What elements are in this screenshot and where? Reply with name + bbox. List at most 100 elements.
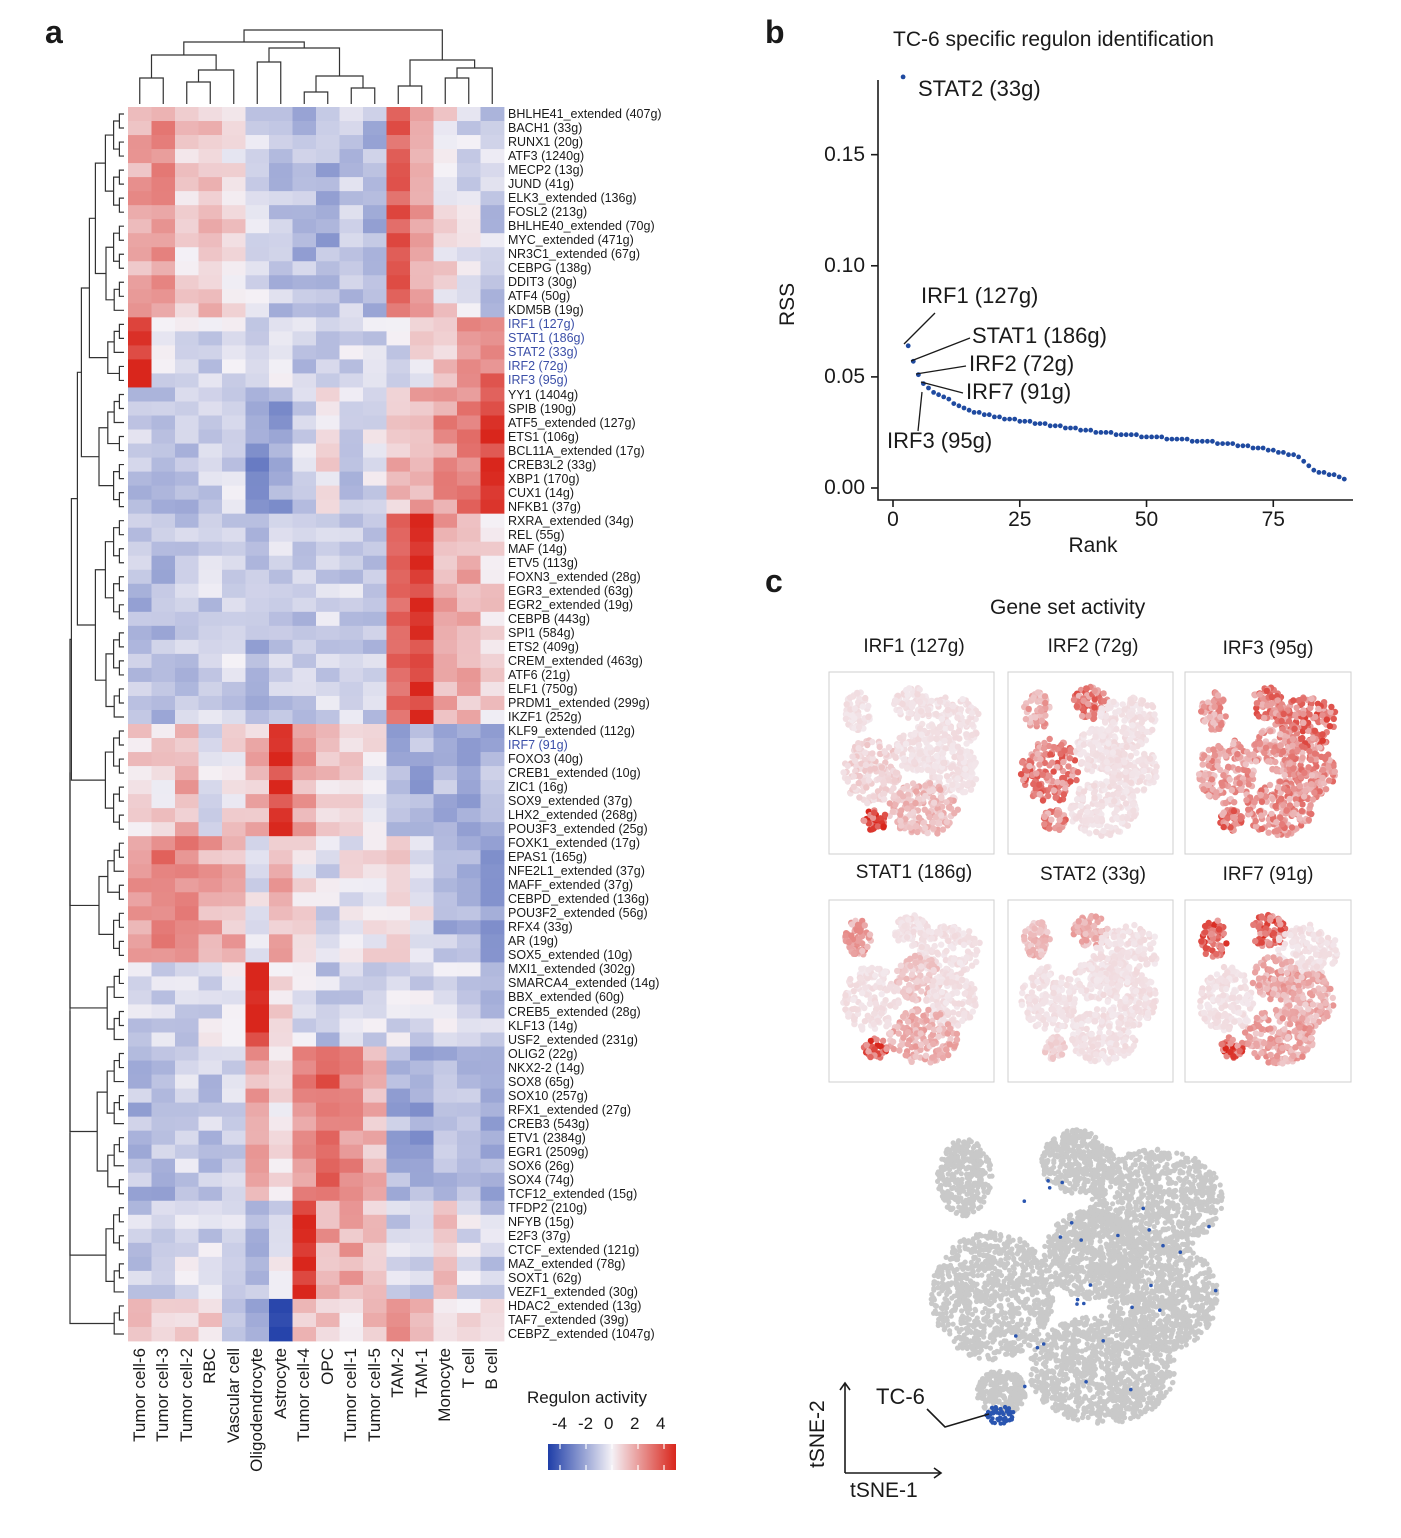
- heatmap-cell: [222, 107, 246, 122]
- tsne-cell-point: [1070, 696, 1078, 703]
- tsne-cell-point: [857, 1023, 865, 1030]
- tsne-cell-point: [911, 731, 918, 738]
- heatmap-cell: [292, 121, 317, 136]
- tsne-cell-point: [944, 719, 952, 726]
- tsne-cell-point: [1312, 713, 1319, 721]
- heatmap-cell: [292, 177, 317, 192]
- tsne-cell-point: [966, 1014, 974, 1021]
- tsne-cell-point: [1099, 733, 1107, 740]
- heatmap-cell: [480, 135, 505, 150]
- tsne-cell-point: [882, 997, 889, 1004]
- heatmap-cell: [175, 121, 199, 136]
- tsne-cell-point: [909, 995, 916, 1003]
- heatmap-cell: [151, 163, 176, 178]
- tsne-cell-point: [933, 752, 940, 760]
- tsne-cell-point: [940, 759, 947, 767]
- tsne-cell-point: [955, 1000, 962, 1007]
- tsne-cell-point: [1110, 719, 1117, 726]
- tsne-cell-point: [963, 954, 970, 961]
- tsne-cell-point: [864, 943, 871, 950]
- tsne-cell-point: [1042, 699, 1049, 707]
- heatmap-cell: [269, 135, 293, 150]
- tsne-cell-point: [956, 959, 964, 966]
- tsne-cell-point: [903, 934, 911, 941]
- tsne-cell-point: [1123, 743, 1130, 750]
- tsne-cell-point: [941, 731, 949, 738]
- tsne-cell-point: [953, 989, 961, 996]
- panel-letter-c: c: [765, 563, 783, 599]
- tsne-cell-point: [916, 698, 924, 706]
- tsne-cell-point: [1323, 716, 1331, 723]
- tsne-cell-point: [1122, 768, 1129, 776]
- tsne-cell-point: [1074, 769, 1082, 776]
- tsne-cell-point: [874, 965, 881, 973]
- tsne-cell-point: [1296, 782, 1304, 790]
- tsne-cell-point: [874, 823, 882, 830]
- tsne-cell-point: [880, 823, 887, 830]
- tsne-cell-point: [844, 778, 851, 785]
- tsne-cell-point: [845, 1010, 853, 1017]
- tsne-cell-point: [1083, 808, 1091, 816]
- tsne-cell-point: [1048, 816, 1055, 823]
- tsne-cell-point: [1111, 797, 1118, 805]
- tsne-cell-point: [938, 794, 945, 801]
- tsne-cell-point: [884, 1018, 891, 1026]
- tsne-cell-point: [1093, 828, 1100, 836]
- tsne-cell-point: [1085, 700, 1092, 708]
- heatmap-cell: [198, 149, 223, 164]
- tsne-cell-point: [1113, 814, 1120, 822]
- tsne-cell-point: [1036, 761, 1043, 768]
- heatmap-cell: [175, 177, 199, 192]
- tsne-cell-point: [957, 754, 965, 762]
- tsne-cell-point: [945, 804, 953, 811]
- tsne-cell-point: [1225, 763, 1232, 770]
- tsne-cell-point: [962, 788, 969, 796]
- tsne-cell-point: [1067, 778, 1074, 785]
- tsne-cell-point: [941, 737, 948, 744]
- tsne-cell-point: [899, 793, 907, 800]
- tsne-cell-point: [960, 941, 968, 948]
- tsne-cell-point: [898, 822, 905, 829]
- tsne-cell-point: [1121, 706, 1128, 713]
- tsne-cell-point: [1319, 731, 1326, 738]
- tsne-cell-point: [965, 998, 972, 1006]
- tsne-cell-point: [849, 753, 856, 760]
- tsne-cell-point: [1131, 813, 1138, 820]
- tsne-cell-point: [1195, 771, 1203, 778]
- tsne-cell-point: [1123, 788, 1130, 795]
- tsne-cell-point: [895, 937, 902, 944]
- tsne-cell-point: [939, 750, 947, 757]
- tsne-cell-point: [1326, 723, 1334, 730]
- tsne-cell-point: [910, 928, 917, 935]
- tsne-cell-point: [892, 801, 899, 809]
- heatmap-cell: [480, 149, 505, 164]
- tsne-cell-point: [1276, 778, 1284, 785]
- tsne-cell-point: [1234, 751, 1241, 758]
- tsne-cell-point: [922, 782, 929, 789]
- heatmap-cell: [269, 107, 293, 122]
- tsne-cell-point: [863, 784, 870, 791]
- heatmap-cell: [222, 135, 246, 150]
- tsne-cell-point: [1300, 710, 1307, 718]
- tsne-cell-point: [848, 932, 855, 939]
- tsne-cell-point: [1279, 748, 1287, 756]
- tsne-cell-point: [904, 764, 911, 771]
- tsne-cell-point: [931, 942, 938, 950]
- tsne-cell-point: [1210, 719, 1217, 726]
- heatmap-cell: [457, 163, 481, 178]
- tsne-cell-point: [1245, 781, 1252, 788]
- heatmap-cell: [433, 121, 458, 136]
- heatmap-cell: [339, 163, 364, 178]
- tsne-cell-point: [844, 762, 851, 769]
- tsne-cell-point: [1103, 758, 1110, 766]
- tsne-cell-point: [1290, 697, 1297, 704]
- tsne-cell-point: [1299, 801, 1306, 808]
- tsne-cell-point: [1269, 795, 1276, 803]
- heatmap-cell: [198, 163, 223, 178]
- tsne-cell-point: [934, 928, 941, 935]
- tsne-cell-point: [972, 776, 980, 783]
- tsne-cell-point: [1331, 768, 1339, 775]
- tsne-cell-point: [968, 768, 975, 776]
- tsne-cell-point: [853, 982, 860, 989]
